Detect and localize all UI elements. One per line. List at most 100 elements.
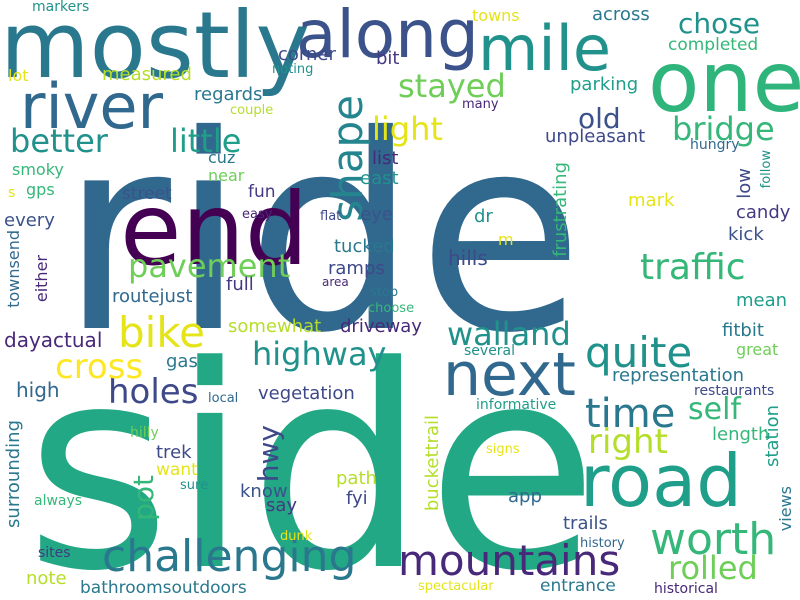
word-kick: kick bbox=[728, 224, 764, 245]
word-mountains: mountains bbox=[398, 536, 621, 585]
word-great: great bbox=[736, 340, 779, 359]
word-area: area bbox=[322, 275, 349, 289]
word-tucked: tucked bbox=[334, 236, 395, 257]
word-flat: flat bbox=[320, 209, 342, 224]
word-right: right bbox=[588, 422, 668, 462]
word-dr: dr bbox=[474, 206, 493, 227]
word-fitbit: fitbit bbox=[722, 320, 764, 341]
word-gps: gps bbox=[26, 180, 55, 199]
word-mostly: mostly bbox=[0, 0, 310, 99]
word-say: say bbox=[266, 495, 298, 516]
word-trails: trails bbox=[563, 513, 608, 534]
word-highway: highway bbox=[252, 335, 387, 373]
word-routejust: routejust bbox=[112, 286, 193, 307]
word-bridge: bridge bbox=[672, 110, 775, 148]
word-m: m bbox=[498, 230, 514, 249]
word-list: list bbox=[372, 148, 399, 169]
word-frustrating: frustrating bbox=[550, 162, 571, 257]
word-somewhat: somewhat bbox=[228, 316, 322, 337]
word-parking: parking bbox=[570, 74, 639, 95]
word-east: east bbox=[360, 168, 399, 189]
word-couple: couple bbox=[230, 103, 274, 118]
word-bathroomsoutdoors: bathroomsoutdoors bbox=[80, 578, 247, 598]
word-restaurants: restaurants bbox=[694, 383, 775, 399]
word-history: history bbox=[580, 536, 625, 551]
word-ramps: ramps bbox=[328, 258, 385, 279]
word-path: path bbox=[336, 468, 377, 489]
word-mean: mean bbox=[736, 290, 788, 311]
word-eye: eye bbox=[360, 204, 393, 225]
word-signs: signs bbox=[486, 442, 520, 457]
word-hilly: hilly bbox=[130, 425, 159, 441]
word-old: old bbox=[578, 102, 621, 135]
word-vegetation: vegetation bbox=[258, 383, 355, 404]
word-unpleasant: unpleasant bbox=[545, 126, 646, 147]
word-little: little bbox=[170, 122, 242, 160]
word-spectacular: spectacular bbox=[418, 579, 494, 594]
word-views: views bbox=[776, 486, 795, 532]
word-regards: regards bbox=[194, 84, 263, 105]
word-markers: markers bbox=[32, 0, 90, 15]
word-shape: shape bbox=[323, 95, 372, 222]
word-fyi: fyi bbox=[346, 488, 368, 509]
word-surrounding: surrounding bbox=[3, 420, 24, 528]
word-stayed: stayed bbox=[398, 67, 506, 105]
word-river: river bbox=[20, 70, 164, 143]
word-end: end bbox=[120, 171, 309, 288]
word-next: next bbox=[443, 340, 576, 410]
word-historical: historical bbox=[654, 581, 718, 597]
word-candy: candy bbox=[736, 202, 791, 223]
word-cross: cross bbox=[55, 347, 144, 387]
word-several: several bbox=[464, 343, 516, 359]
word-note: note bbox=[26, 568, 67, 589]
word-cuz: cuz bbox=[208, 148, 236, 167]
word-smoky: smoky bbox=[12, 160, 64, 179]
word-towns: towns bbox=[472, 6, 520, 25]
word-street: street bbox=[122, 184, 172, 204]
word-completed: completed bbox=[668, 35, 759, 55]
word-near: near bbox=[208, 166, 245, 185]
word-length: length bbox=[712, 424, 770, 445]
word-representation: representation bbox=[612, 365, 745, 386]
word-stop: stop bbox=[370, 285, 399, 300]
word-hills: hills bbox=[448, 246, 488, 270]
word-mark: mark bbox=[628, 190, 675, 211]
word-trek: trek bbox=[156, 442, 192, 463]
word-hungry: hungry bbox=[690, 137, 740, 153]
word-along: along bbox=[296, 0, 479, 73]
word-s: s bbox=[8, 185, 16, 201]
word-easy: easy bbox=[242, 207, 273, 222]
word-dunk: dunk bbox=[280, 529, 313, 544]
word-pot: pot bbox=[127, 475, 160, 521]
word-quite: quite bbox=[585, 328, 693, 377]
word-full: full bbox=[226, 274, 254, 295]
word-low: low bbox=[734, 168, 755, 199]
word-ride: ride bbox=[60, 77, 584, 392]
word-better: better bbox=[10, 122, 108, 160]
word-every: every bbox=[4, 210, 55, 231]
word-walland: walland bbox=[447, 315, 571, 353]
word-gas: gas bbox=[166, 351, 198, 372]
word-challenging: challenging bbox=[102, 531, 357, 582]
word-sure: sure bbox=[180, 478, 209, 493]
word-many: many bbox=[462, 97, 499, 112]
word-pavement: pavement bbox=[128, 247, 291, 285]
word-chose: chose bbox=[678, 7, 761, 40]
word-hwy: hwy bbox=[252, 425, 285, 483]
word-dayactual: dayactual bbox=[4, 328, 103, 352]
word-one: one bbox=[648, 33, 800, 131]
word-high: high bbox=[16, 378, 60, 402]
word-choose: choose bbox=[368, 301, 415, 316]
word-side: side bbox=[25, 307, 599, 600]
word-corner: corner bbox=[278, 44, 336, 65]
word-entrance: entrance bbox=[540, 576, 616, 596]
word-noting: noting bbox=[272, 62, 314, 77]
word-self: self bbox=[688, 392, 741, 427]
word-follow: follow bbox=[759, 150, 774, 189]
word-informative: informative bbox=[476, 397, 557, 413]
word-holes: holes bbox=[108, 372, 199, 412]
word-measured: measured bbox=[102, 64, 192, 85]
word-bit: bit bbox=[376, 48, 400, 69]
word-always: always bbox=[34, 493, 83, 509]
word-driveway: driveway bbox=[340, 316, 422, 337]
